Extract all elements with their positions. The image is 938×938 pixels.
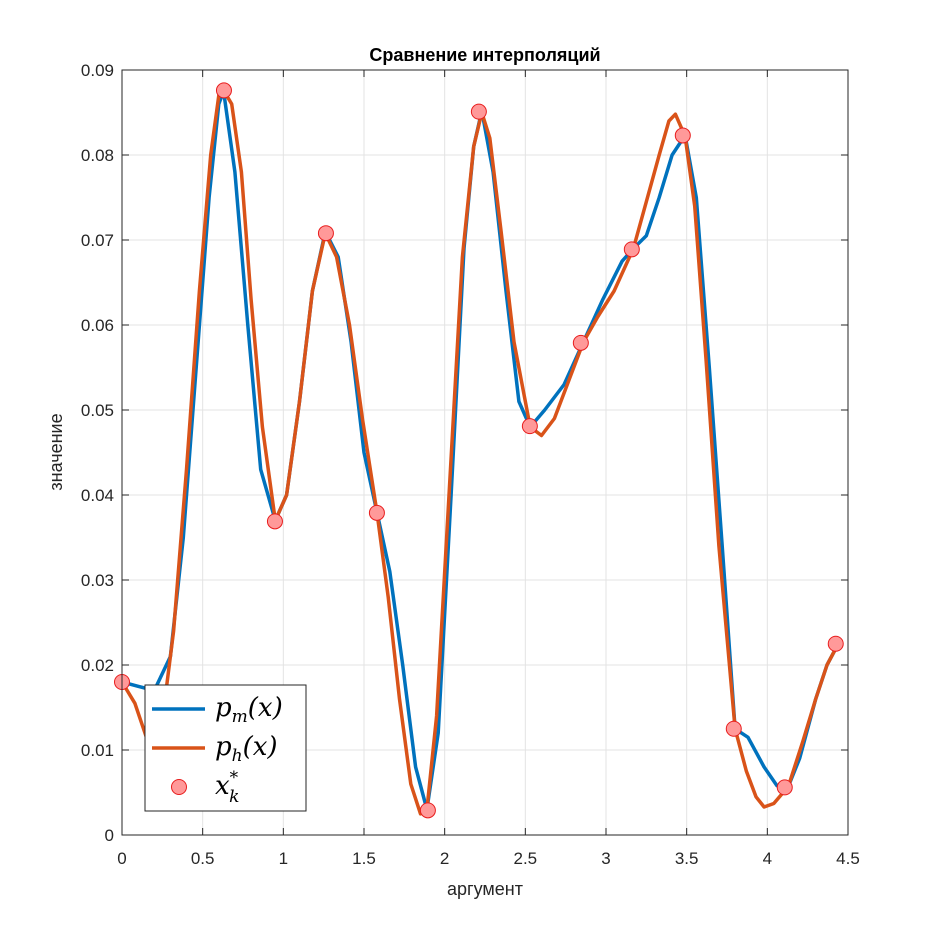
x-tick-label: 0.5 <box>191 849 215 868</box>
x-tick-label: 2.5 <box>514 849 538 868</box>
legend-label-p-m-x: pm(x) <box>215 693 283 727</box>
data-point-x-k <box>725 720 742 737</box>
series-line-p-h-x <box>120 88 841 816</box>
legend: pm(x) ph(x)x* k <box>144 684 307 812</box>
y-tick-label: 0.05 <box>81 401 114 420</box>
x-tick-label: 4 <box>763 849 772 868</box>
y-tick-label: 0.01 <box>81 741 114 760</box>
legend-label-p-h-x: ph(x) <box>215 732 278 766</box>
data-point-x-k <box>521 418 538 435</box>
y-tick-label: 0 <box>105 826 114 845</box>
series-layer <box>114 82 844 819</box>
data-point-x-k <box>266 513 283 530</box>
data-point-x-k <box>674 127 691 144</box>
y-tick-label: 0.07 <box>81 231 114 250</box>
y-tick-label: 0.04 <box>81 486 114 505</box>
data-point-x-k <box>317 225 334 242</box>
data-point-x-k <box>215 82 232 99</box>
y-tick-label: 0.09 <box>81 61 114 80</box>
ticks: 0 0.5 1 1.5 2 2.5 3 3.5 4 4.5 0 0.01 0.02 0.03 0.04 0.0… <box>81 61 860 868</box>
axes-box <box>121 69 849 836</box>
x-tick-label: 3.5 <box>675 849 699 868</box>
y-tick-label: 0.06 <box>81 316 114 335</box>
data-point-x-k <box>419 802 436 819</box>
grid <box>121 69 849 836</box>
y-tick-label: 0.02 <box>81 656 114 675</box>
data-point-x-k <box>368 504 385 521</box>
data-point-x-k <box>623 241 640 258</box>
data-point-x-k <box>776 779 793 796</box>
x-tick-label: 4.5 <box>836 849 860 868</box>
y-tick-label: 0.03 <box>81 571 114 590</box>
chart-title: Сравнение интерполяций <box>369 45 600 65</box>
x-tick-label: 3 <box>601 849 610 868</box>
legend-label-x-k: x* k <box>215 768 239 807</box>
y-tick-label: 0.08 <box>81 146 114 165</box>
x-axis-label: аргумент <box>447 879 523 899</box>
data-point-x-k <box>827 635 844 652</box>
y-axis-label: значение <box>46 413 66 490</box>
x-tick-label: 1.5 <box>352 849 376 868</box>
legend-swatch-x-k <box>171 779 187 795</box>
x-tick-label: 1 <box>279 849 288 868</box>
x-tick-label: 2 <box>440 849 449 868</box>
data-point-x-k <box>470 103 487 120</box>
data-point-x-k <box>572 334 589 351</box>
x-tick-label: 0 <box>117 849 126 868</box>
